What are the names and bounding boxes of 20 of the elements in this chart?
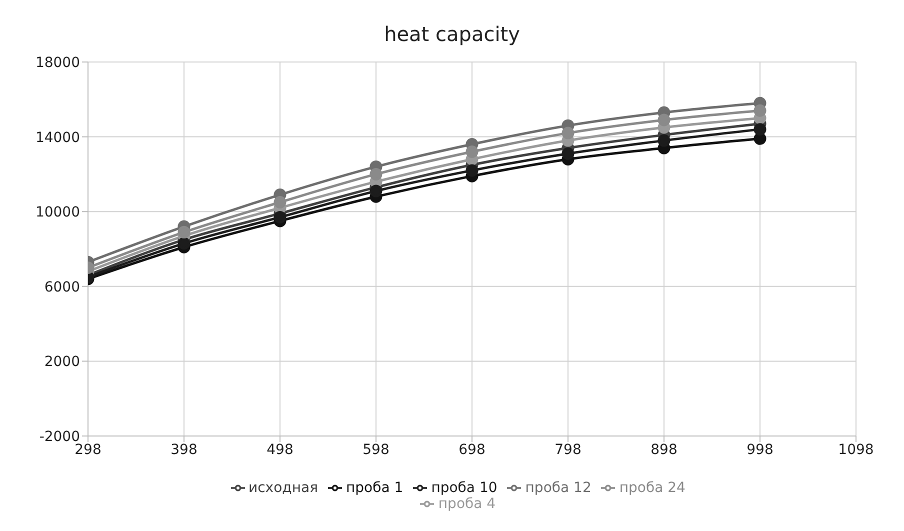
- y-tick-label: 6000: [44, 279, 80, 296]
- legend-label: исходная: [248, 480, 318, 496]
- x-tick-label: 698: [458, 442, 486, 458]
- legend-label: проба 1: [346, 480, 404, 496]
- x-tick-label: 498: [266, 442, 294, 458]
- x-tick-label: 1098: [838, 442, 874, 458]
- y-tick-label: 18000: [35, 54, 80, 71]
- x-tick-label: 598: [362, 442, 390, 458]
- x-tick-label: 998: [746, 442, 774, 458]
- legend-label: проба 4: [438, 496, 496, 512]
- x-tick-label: 398: [170, 442, 198, 458]
- legend-label: проба 24: [619, 480, 686, 496]
- y-tick-label: 10000: [35, 204, 80, 221]
- legend-label: проба 12: [525, 480, 592, 496]
- y-tick-label: 14000: [35, 130, 80, 146]
- chart-title: heat capacity: [383, 21, 521, 48]
- legend-label: проба 10: [431, 480, 498, 496]
- x-tick-label: 898: [650, 442, 678, 458]
- x-tick-label: 798: [554, 442, 582, 458]
- y-tick-label: 2000: [44, 354, 80, 370]
